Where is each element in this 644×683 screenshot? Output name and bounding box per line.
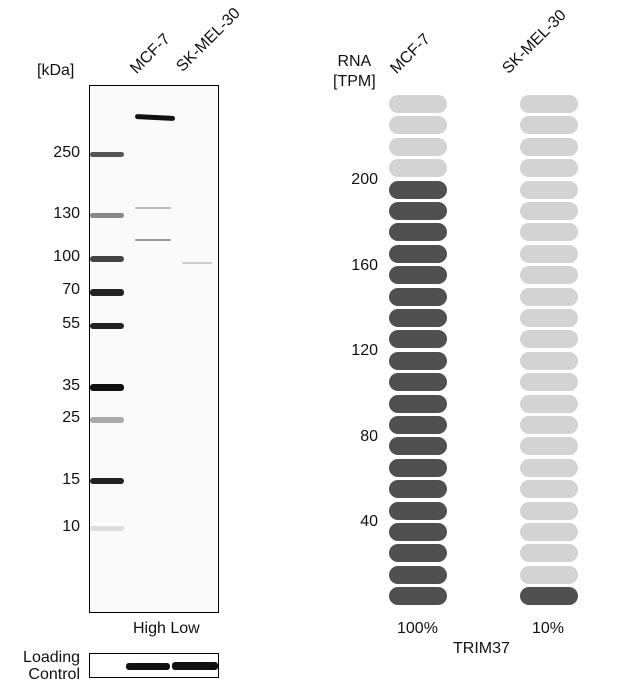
mcf7-faint-band xyxy=(135,239,171,241)
intensity-label: High Low xyxy=(133,620,200,637)
rna-pill xyxy=(389,137,447,156)
rna-pill xyxy=(389,202,447,220)
rna-pill xyxy=(389,501,447,520)
rna-pill xyxy=(520,330,578,349)
rna-lane-label-skmel30: SK-MEL-30 xyxy=(499,6,570,78)
ladder-band xyxy=(90,417,124,423)
ladder-band xyxy=(90,256,124,262)
marker-label: 70 xyxy=(62,281,80,298)
rna-pill xyxy=(389,330,447,349)
rna-pill xyxy=(520,137,578,156)
rna-pill xyxy=(389,351,447,370)
rna-pill xyxy=(389,95,447,113)
rna-pill xyxy=(520,116,578,135)
ladder-band xyxy=(90,478,124,484)
rna-pill xyxy=(389,373,447,392)
rna-pill xyxy=(520,565,578,584)
rna-pill xyxy=(389,223,447,242)
rna-pill xyxy=(389,565,447,584)
rna-lane-label-mcf7: MCF-7 xyxy=(387,30,434,78)
mcf7-main-band xyxy=(134,113,176,122)
marker-label: 35 xyxy=(62,377,80,394)
rna-pill xyxy=(520,95,578,113)
rna-pill xyxy=(389,309,447,327)
rna-pill xyxy=(520,351,578,370)
rna-y-tick: 80 xyxy=(360,427,378,445)
lane-label-mcf7: MCF-7 xyxy=(127,30,174,78)
marker-label: 250 xyxy=(53,144,80,161)
rna-pill xyxy=(389,266,447,285)
gene-name: TRIM37 xyxy=(453,640,510,657)
rna-pill xyxy=(520,309,578,327)
rna-pill xyxy=(389,480,447,499)
kda-unit-label: [kDa] xyxy=(37,62,75,79)
rna-pill xyxy=(520,266,578,285)
rna-pill xyxy=(520,437,578,456)
rna-pill xyxy=(389,416,447,434)
mcf7-faint-band xyxy=(135,207,171,209)
rna-pill xyxy=(520,223,578,242)
ladder-band xyxy=(90,289,124,296)
marker-label: 25 xyxy=(62,409,80,426)
rna-pill xyxy=(389,544,447,563)
rna-pill xyxy=(520,202,578,220)
rna-pill xyxy=(389,116,447,135)
rna-pill xyxy=(389,159,447,178)
rna-y-tick: 160 xyxy=(351,256,378,274)
rna-pill xyxy=(389,587,447,606)
rna-pill xyxy=(389,394,447,413)
skmel30-faint-band xyxy=(182,262,212,264)
rna-pill xyxy=(389,244,447,263)
rna-pill xyxy=(520,287,578,306)
rna-pill xyxy=(520,373,578,392)
loading-control-blot xyxy=(89,653,219,678)
skmel30-percent: 10% xyxy=(532,620,565,637)
lane-label-skmel30: SK-MEL-30 xyxy=(173,4,244,76)
rna-pill xyxy=(520,394,578,413)
rna-pill xyxy=(389,523,447,541)
loading-band xyxy=(172,662,218,670)
rna-pill xyxy=(520,180,578,199)
marker-label: 100 xyxy=(53,248,80,265)
rna-pill xyxy=(520,159,578,178)
rna-y-tick: 40 xyxy=(360,513,378,530)
loading-control-label: Loading Control xyxy=(23,649,80,683)
ladder-band xyxy=(90,526,124,531)
loading-band xyxy=(126,663,170,670)
rna-pill xyxy=(520,523,578,541)
rna-pill xyxy=(520,458,578,477)
marker-label: 130 xyxy=(53,205,80,222)
ladder-band xyxy=(90,323,124,329)
western-blot-image xyxy=(89,85,219,613)
rna-y-tick: 120 xyxy=(351,342,378,359)
marker-label: 55 xyxy=(62,315,80,332)
marker-label: 15 xyxy=(62,471,80,488)
rna-pill xyxy=(520,480,578,499)
rna-pill xyxy=(520,244,578,263)
rna-pill xyxy=(389,287,447,306)
rna-pill xyxy=(520,587,578,606)
rna-pill xyxy=(389,180,447,199)
rna-pill xyxy=(520,544,578,563)
ladder-band xyxy=(90,213,124,218)
ladder-band xyxy=(90,152,124,157)
ladder-band xyxy=(90,384,124,391)
rna-axis-label: RNA [TPM] xyxy=(333,53,376,90)
rna-pill xyxy=(520,416,578,434)
rna-y-tick: 200 xyxy=(351,171,378,188)
mcf7-percent: 100% xyxy=(397,620,438,637)
rna-pill xyxy=(389,458,447,477)
rna-pill xyxy=(520,501,578,520)
marker-label: 10 xyxy=(62,518,80,535)
rna-pill xyxy=(389,437,447,456)
